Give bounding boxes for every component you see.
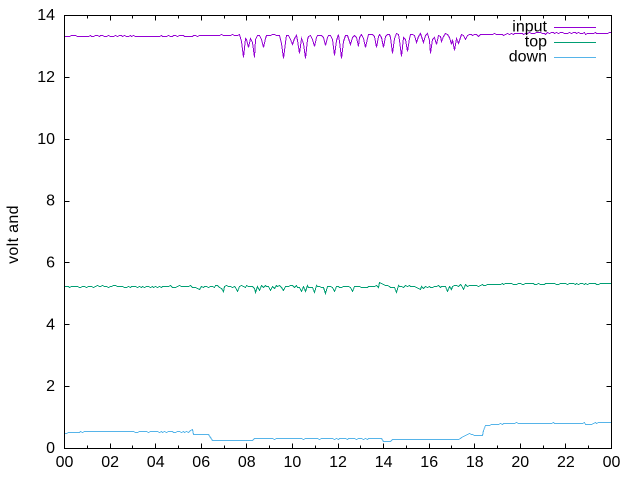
svg-text:20: 20 <box>511 454 529 471</box>
svg-text:12: 12 <box>329 454 347 471</box>
svg-text:8: 8 <box>46 193 55 210</box>
svg-text:down: down <box>509 49 547 66</box>
svg-text:0: 0 <box>46 440 55 457</box>
svg-text:top: top <box>525 34 547 51</box>
svg-text:4: 4 <box>46 316 55 333</box>
svg-text:18: 18 <box>466 454 484 471</box>
svg-text:00: 00 <box>56 454 74 471</box>
svg-text:06: 06 <box>192 454 210 471</box>
svg-text:2: 2 <box>46 378 55 395</box>
svg-text:16: 16 <box>420 454 438 471</box>
svg-text:volt and: volt and <box>5 205 22 264</box>
svg-text:6: 6 <box>46 255 55 272</box>
svg-text:08: 08 <box>238 454 256 471</box>
svg-text:14: 14 <box>375 454 393 471</box>
svg-text:00: 00 <box>603 454 621 471</box>
svg-text:10: 10 <box>284 454 302 471</box>
svg-text:input: input <box>512 19 547 36</box>
svg-text:04: 04 <box>147 454 165 471</box>
svg-text:22: 22 <box>557 454 575 471</box>
svg-text:02: 02 <box>101 454 119 471</box>
svg-text:10: 10 <box>37 131 55 148</box>
svg-text:12: 12 <box>37 69 55 86</box>
svg-text:14: 14 <box>37 7 55 24</box>
